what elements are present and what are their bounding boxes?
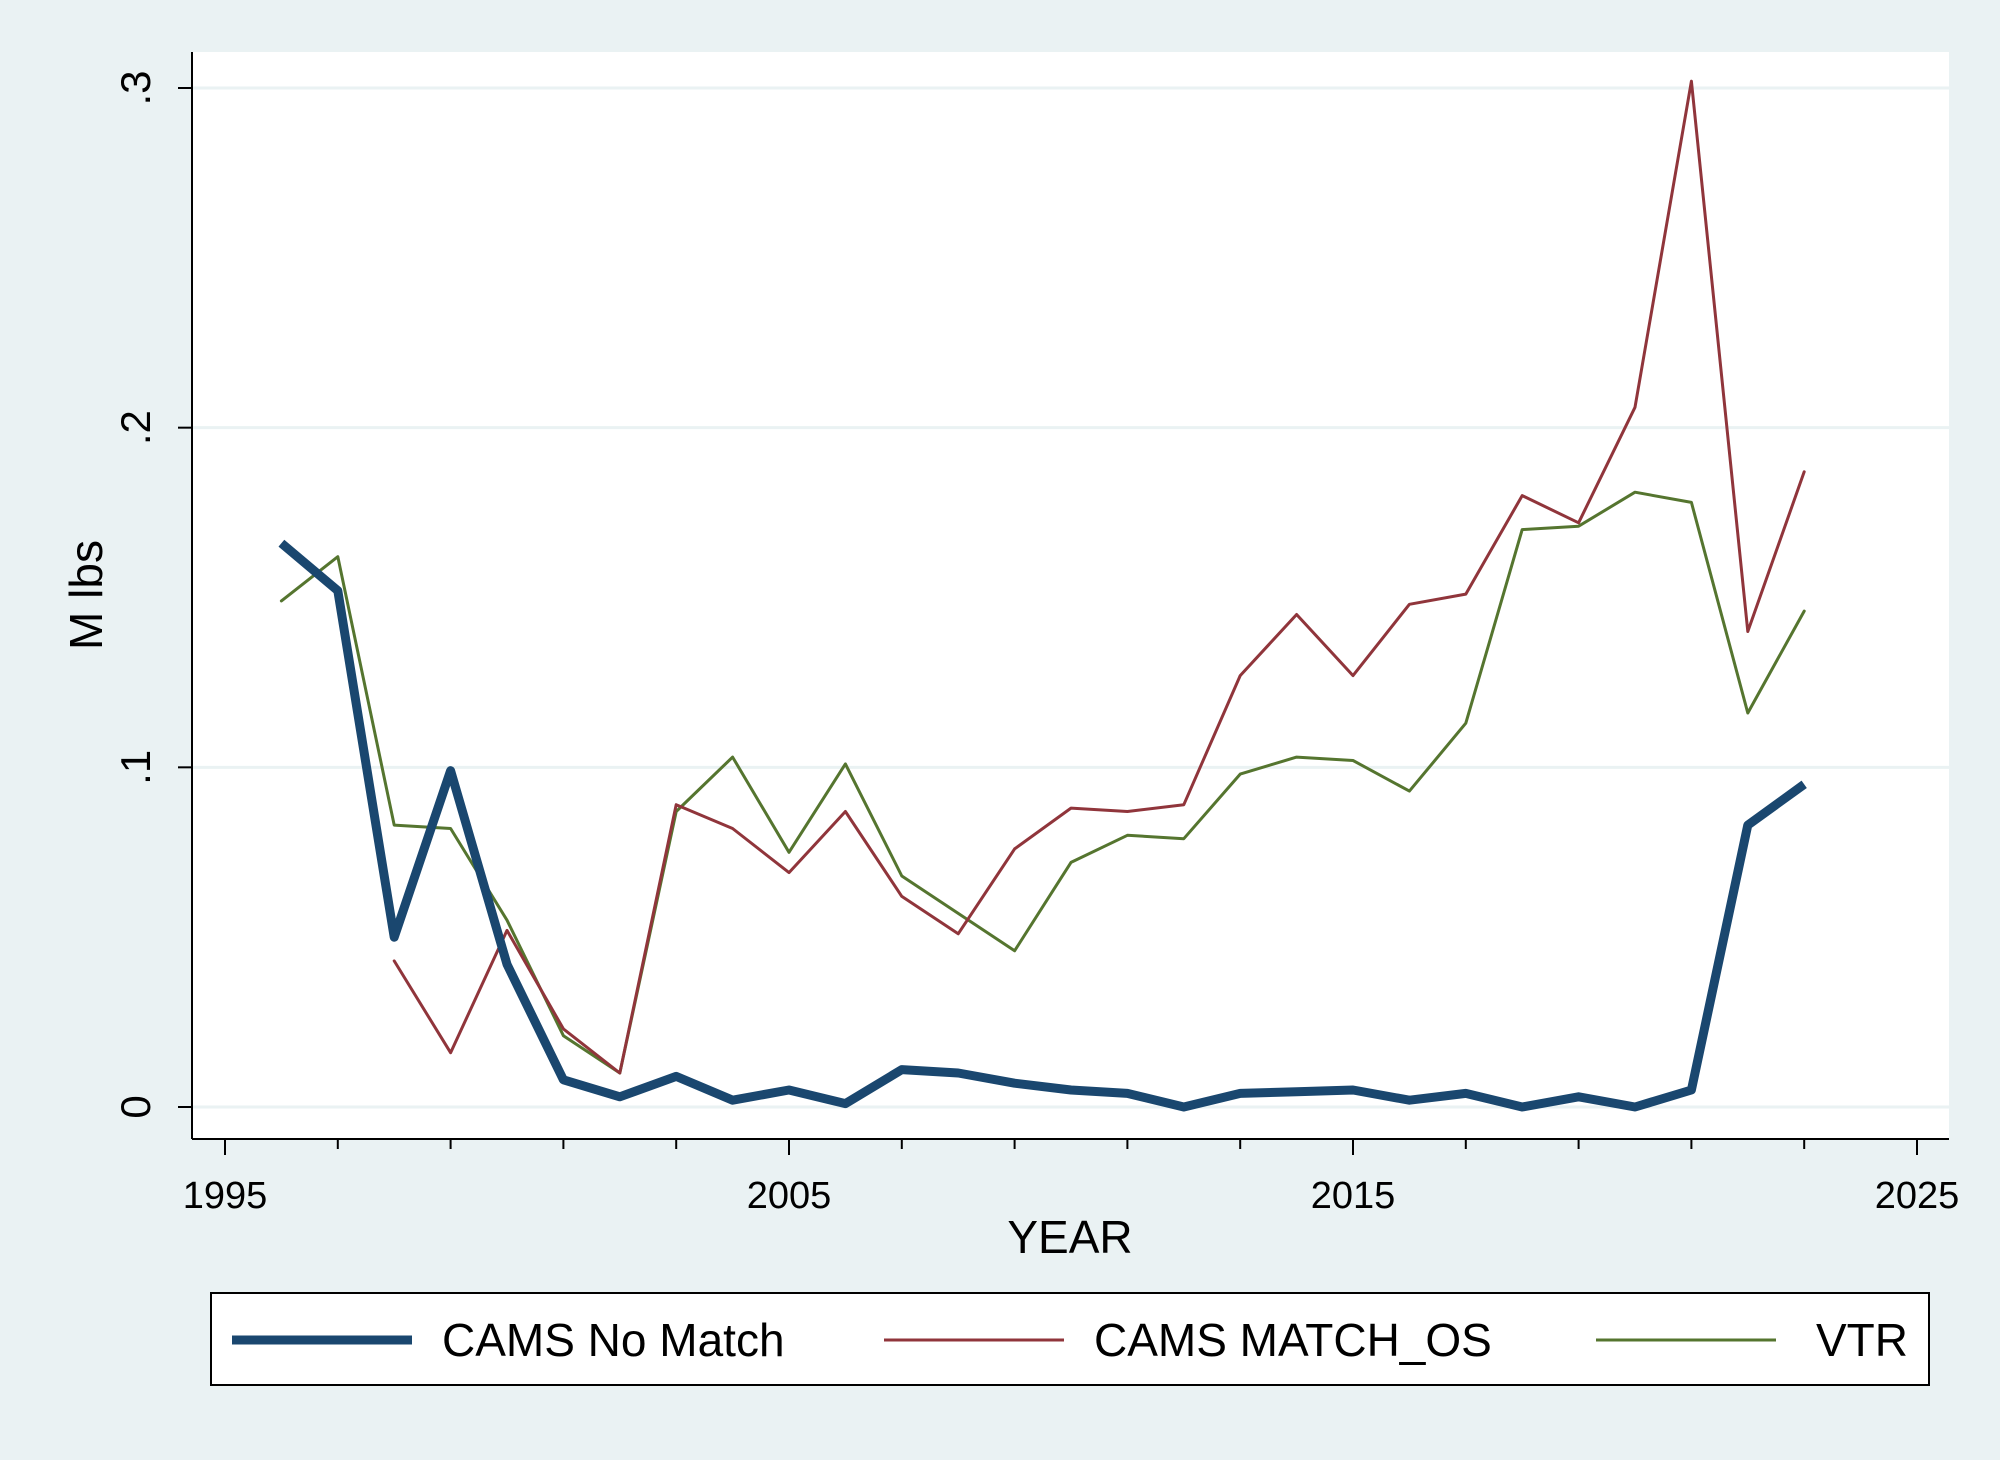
y-axis-title: M lbs [60, 540, 112, 650]
x-tick-label: 2025 [1875, 1175, 1960, 1217]
series-line-cams-match-os [392, 79, 1806, 1075]
tick-marks: 0 .1 .2 .3 1995 2005 2015 2025 [112, 70, 1959, 1217]
y-tick-label: .3 [112, 70, 159, 105]
x-tick-label: 1995 [183, 1175, 268, 1217]
grid-lines [192, 86, 1949, 1109]
x-tick-label: 2005 [747, 1175, 832, 1217]
axes [191, 52, 1949, 1140]
series-line-cams-no-match [278, 539, 1807, 1112]
legend-entries: CAMS No Match CAMS MATCH_OS VTR [232, 1314, 1908, 1366]
y-tick-label: .1 [112, 750, 159, 785]
y-tick-label: .2 [112, 410, 159, 445]
legend-label-cams-match-os: CAMS MATCH_OS [1094, 1314, 1492, 1366]
x-tick-label: 2015 [1311, 1175, 1396, 1217]
y-tick-label: 0 [112, 1095, 159, 1118]
legend-label-cams-no-match: CAMS No Match [442, 1314, 785, 1366]
legend-label-vtr: VTR [1816, 1314, 1908, 1366]
plot-area [192, 52, 1949, 1139]
legend: CAMS No Match CAMS MATCH_OS VTR [210, 1292, 1930, 1386]
series-lines [278, 79, 1807, 1112]
x-axis-title: YEAR [1007, 1211, 1132, 1263]
